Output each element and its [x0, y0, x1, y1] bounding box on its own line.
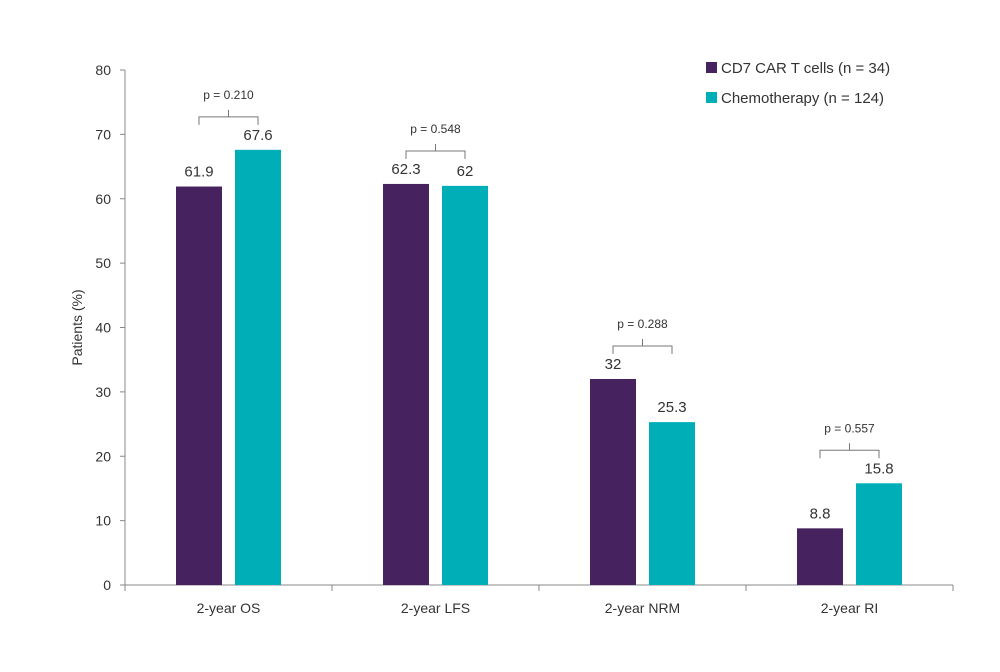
bar-cd7-car-t [176, 186, 222, 586]
y-tick-label: 80 [95, 62, 111, 78]
legend-label: CD7 CAR T cells (n = 34) [721, 60, 890, 77]
data-label: 32 [605, 356, 622, 373]
y-tick-label: 70 [95, 126, 111, 142]
x-tick-label: 2-year LFS [401, 600, 470, 616]
bar-cd7-car-t [797, 528, 843, 585]
y-tick-label: 0 [103, 577, 111, 593]
significance-bracket [198, 109, 259, 125]
y-tick-label: 40 [95, 320, 111, 336]
significance-bracket [405, 143, 466, 159]
bar-cd7-car-t [590, 379, 636, 585]
p-value-label: p = 0.288 [617, 317, 668, 331]
p-value-label: p = 0.557 [824, 421, 875, 435]
x-tick-label: 2-year OS [197, 600, 261, 616]
y-axis-title: Patients (%) [69, 289, 85, 365]
bar-chemotherapy [235, 149, 281, 585]
data-label: 15.8 [864, 460, 893, 477]
legend-swatch [706, 62, 717, 73]
data-label: 61.9 [184, 164, 213, 181]
y-tick-label: 30 [95, 384, 111, 400]
data-label: 62.3 [391, 161, 420, 178]
data-label: 67.6 [243, 127, 272, 144]
y-tick-label: 10 [95, 513, 111, 529]
bar-chemotherapy [856, 483, 902, 585]
bar-cd7-car-t [383, 183, 429, 585]
p-value-label: p = 0.210 [203, 88, 254, 102]
legend-label: Chemotherapy (n = 124) [721, 90, 884, 107]
p-value-label: p = 0.548 [410, 122, 461, 136]
x-tick-label: 2-year RI [821, 600, 879, 616]
data-label: 8.8 [810, 505, 831, 522]
bar-chemotherapy [649, 422, 695, 585]
data-label: 62 [457, 163, 474, 180]
significance-bracket [819, 443, 880, 459]
y-tick-label: 50 [95, 255, 111, 271]
significance-bracket [612, 339, 673, 354]
x-tick-label: 2-year NRM [605, 600, 680, 616]
y-tick-label: 20 [95, 448, 111, 464]
data-label: 25.3 [657, 399, 686, 416]
bar-chemotherapy [442, 185, 488, 585]
y-tick-label: 60 [95, 191, 111, 207]
legend-swatch [706, 92, 717, 103]
